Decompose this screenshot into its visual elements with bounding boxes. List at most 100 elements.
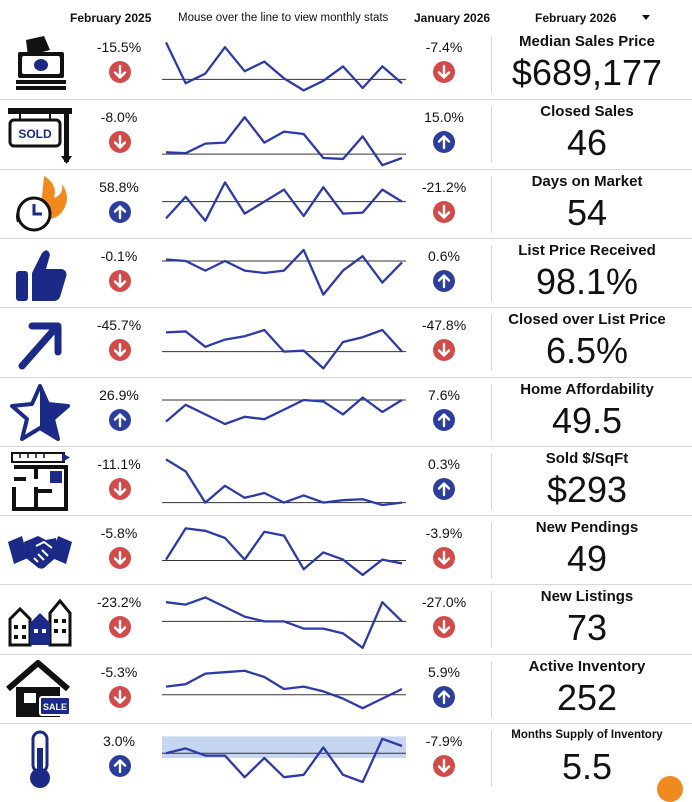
metric-value: 5.5 xyxy=(561,746,613,787)
star-icon xyxy=(6,382,74,444)
month-over-month-change: 0.6% xyxy=(428,247,460,264)
arrow-up-icon xyxy=(109,755,131,777)
sparkline-line xyxy=(165,669,403,710)
metric-value: 54 xyxy=(566,191,608,233)
metric-value: 98.1% xyxy=(535,260,639,302)
thumbs-up-icon xyxy=(6,243,74,305)
trend-sparkline[interactable] xyxy=(162,245,406,301)
year-over-year-change: 58.8% xyxy=(99,178,139,195)
arrow-up-right-icon xyxy=(6,312,74,374)
sparkline-line xyxy=(165,116,403,167)
arrow-up-icon xyxy=(109,408,131,431)
sparkline-line xyxy=(165,395,403,425)
help-button[interactable] xyxy=(657,776,683,802)
trend-sparkline[interactable] xyxy=(162,176,406,232)
chevron-down-icon xyxy=(642,15,650,20)
metric-row: -15.5% -7.4% Median Sales Price $689,177 xyxy=(0,30,692,99)
year-over-year-change: 26.9% xyxy=(99,386,139,403)
metric-row: -5.8% -3.9% New Pendings 49 xyxy=(0,515,692,585)
arrow-down-icon xyxy=(109,339,131,362)
arrow-up-icon xyxy=(433,685,455,708)
arrow-down-icon xyxy=(433,200,455,223)
period-select[interactable]: February 2026 xyxy=(535,0,655,36)
svg-text:SOLD: SOLD xyxy=(18,127,52,141)
header-prior-month: January 2026 xyxy=(414,11,491,25)
year-over-year-change: -8.0% xyxy=(100,109,138,126)
arrow-down-icon xyxy=(109,547,131,570)
arrow-down-icon xyxy=(433,755,455,777)
month-over-month-change: 5.9% xyxy=(428,663,460,680)
metric-value: 6.5% xyxy=(545,330,629,372)
sparkline-line xyxy=(165,329,403,370)
metric-label: Months Supply of Inventory xyxy=(511,729,663,741)
trend-sparkline[interactable] xyxy=(162,384,406,440)
sparkline-line xyxy=(165,248,403,296)
column-divider xyxy=(491,660,492,718)
period-select-value: February 2026 xyxy=(535,11,617,25)
month-over-month-change: -21.2% xyxy=(421,178,467,195)
thermometer-icon xyxy=(6,728,74,790)
month-over-month-change: 7.6% xyxy=(428,386,460,403)
metric-label: List Price Received xyxy=(518,241,656,259)
arrow-down-icon xyxy=(109,61,131,83)
metric-label: Median Sales Price xyxy=(519,33,655,50)
arrow-down-icon xyxy=(109,269,131,292)
metric-label: Closed over List Price xyxy=(508,311,666,329)
house-for-sale-icon: SALE xyxy=(6,659,74,721)
trend-sparkline[interactable] xyxy=(162,106,406,167)
sparkline-line xyxy=(165,458,403,506)
arrow-down-icon xyxy=(109,685,131,708)
year-over-year-change: -15.5% xyxy=(96,39,142,55)
month-over-month-change: 0.3% xyxy=(428,455,460,472)
year-over-year-change: -45.7% xyxy=(96,317,142,334)
metric-value: $293 xyxy=(546,468,628,510)
trend-sparkline[interactable] xyxy=(162,730,406,786)
arrow-down-icon xyxy=(109,616,131,639)
trend-sparkline[interactable] xyxy=(162,591,406,650)
metric-row: SALE -5.3% 5.9% Active Inventory 252 xyxy=(0,653,692,724)
year-over-year-change: -11.1% xyxy=(97,455,141,472)
metric-value: 73 xyxy=(566,607,608,649)
metric-label: New Listings xyxy=(540,588,634,606)
metric-row: -11.1% 0.3% Sold $/SqFt $293 xyxy=(0,445,692,516)
houses-icon xyxy=(6,589,74,651)
column-divider xyxy=(491,36,492,93)
month-over-month-change: -7.9% xyxy=(425,733,463,749)
column-divider xyxy=(491,314,492,372)
clock-flame-icon xyxy=(6,174,74,236)
trend-sparkline[interactable] xyxy=(162,453,406,509)
metric-value: $689,177 xyxy=(511,52,663,93)
metric-label: Sold $/SqFt xyxy=(545,449,629,467)
metric-row: 26.9% 7.6% Home Affordability 49.5 xyxy=(0,376,692,447)
trend-sparkline[interactable] xyxy=(162,314,406,370)
sparkline-line xyxy=(165,737,403,784)
trend-sparkline[interactable] xyxy=(162,36,406,92)
sparkline-line xyxy=(165,180,403,222)
metric-label: New Pendings xyxy=(535,519,639,537)
metric-row: -23.2% -27.0% New Listings 73 xyxy=(0,584,692,654)
column-divider xyxy=(491,452,492,510)
year-over-year-change: -23.2% xyxy=(96,594,142,611)
arrow-down-icon xyxy=(433,547,455,570)
range-band xyxy=(162,736,406,758)
metric-label: Active Inventory xyxy=(528,657,646,675)
trend-sparkline[interactable] xyxy=(162,661,406,717)
column-divider xyxy=(491,591,492,649)
trend-sparkline[interactable] xyxy=(162,522,406,578)
handshake-icon xyxy=(6,520,74,582)
column-divider xyxy=(491,244,492,302)
metric-value: 46 xyxy=(566,122,608,164)
month-over-month-change: -7.4% xyxy=(425,39,463,55)
month-over-month-change: -27.0% xyxy=(421,594,467,611)
month-over-month-change: 15.0% xyxy=(424,109,464,126)
column-divider xyxy=(491,175,492,233)
sparkline-line xyxy=(165,596,403,650)
metric-row: -0.1% 0.6% List Price Received 98.1% xyxy=(0,237,692,308)
metric-value: 49.5 xyxy=(551,399,623,441)
metric-row: -45.7% -47.8% Closed over List Price 6.5% xyxy=(0,307,692,377)
column-divider xyxy=(491,383,492,441)
month-over-month-change: -3.9% xyxy=(425,525,463,542)
sold-sign-icon: SOLD xyxy=(6,104,74,166)
header-prior-year: February 2025 xyxy=(70,11,152,25)
arrow-down-icon xyxy=(433,339,455,362)
